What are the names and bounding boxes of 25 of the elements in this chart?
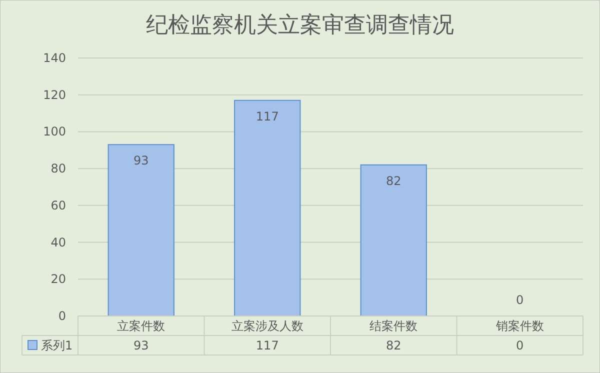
data-label: 117 [256,338,279,352]
annotation: 93 [133,154,149,168]
annotation: 82 [386,174,402,188]
y-tick-label: 100 [43,124,66,139]
x-tick-label: 销案件数 [494,319,544,333]
x-tick-label: 立案涉及人数 [231,319,304,333]
legend-label: 系列1 [41,338,73,352]
bar [360,164,427,316]
chart-title: 纪检监察机关立案审查调查情况 [146,13,454,38]
bar [108,144,174,316]
x-tick-label: 立案件数 [117,319,166,333]
y-tick-label: 20 [50,272,66,286]
annotation: 0 [516,293,524,307]
y-tick-label: 60 [50,198,66,212]
data-label: 93 [133,338,149,352]
annotation: 117 [256,109,279,124]
y-tick-label: 140 [43,51,66,65]
bar [234,100,301,316]
y-tick-label: 80 [50,162,66,176]
y-tick-label: 120 [43,88,66,102]
y-tick-label: 0 [58,309,66,323]
x-tick-label: 结案件数 [370,319,418,333]
y-tick-label: 40 [50,235,66,250]
data-label: 0 [516,338,524,352]
data-label: 82 [386,338,402,352]
